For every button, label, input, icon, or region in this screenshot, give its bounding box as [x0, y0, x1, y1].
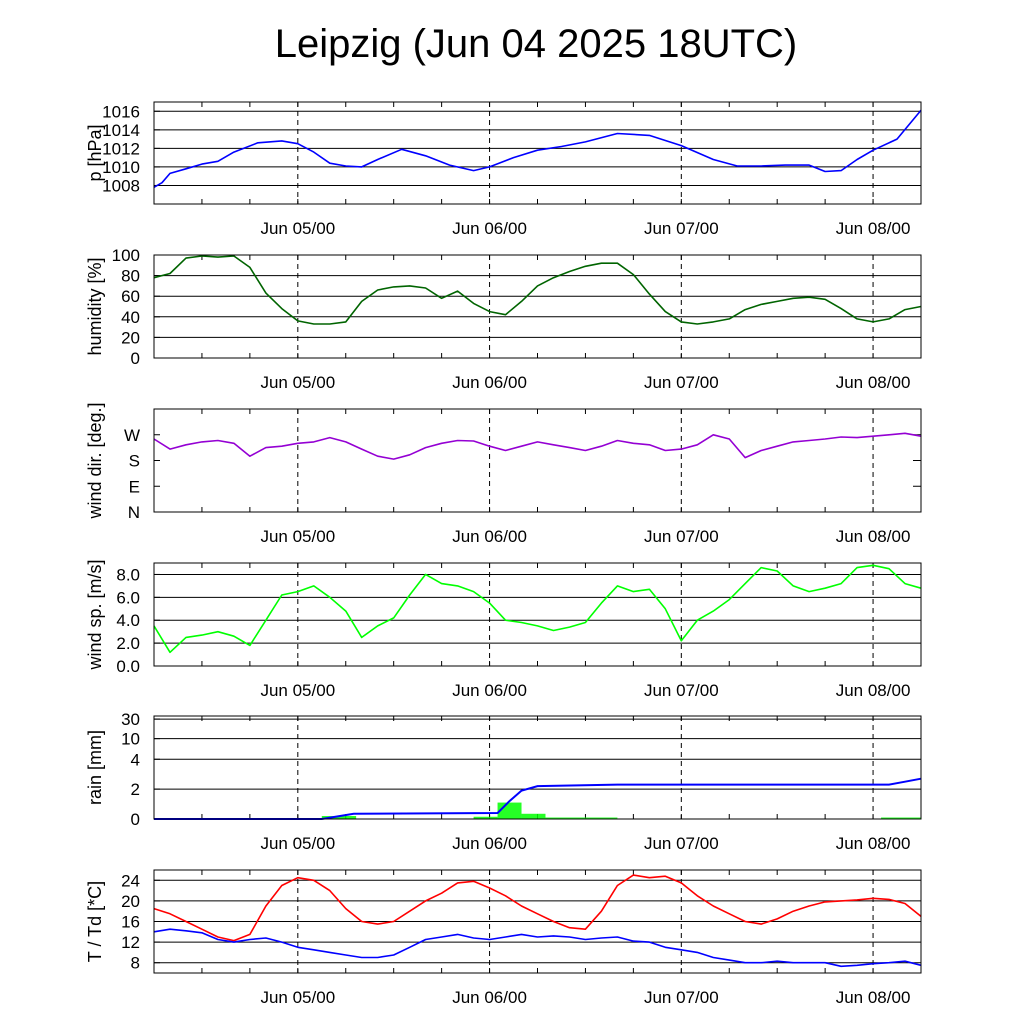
y-tick-label: 2.0	[116, 634, 140, 653]
plot-frame	[153, 254, 922, 359]
y-tick-label: E	[129, 477, 140, 496]
x-tick-label: Jun 08/00	[836, 834, 911, 853]
y-tick-label: 24	[121, 871, 140, 890]
series-line-1	[153, 432, 922, 460]
panel-1	[153, 101, 922, 205]
y-tick-label: 1016	[102, 102, 140, 121]
x-tick-label: Jun 05/00	[260, 373, 335, 392]
plot-frame	[153, 408, 922, 513]
y-tick-label: 4.0	[116, 611, 140, 630]
panel-6	[153, 869, 922, 974]
x-tick-label: Jun 06/00	[452, 681, 527, 700]
rain-bar	[321, 816, 357, 819]
rain-bar	[473, 816, 498, 819]
y-tick-label: 1014	[102, 121, 140, 140]
x-tick-label: Jun 06/00	[452, 219, 527, 238]
y-tick-label: 40	[121, 308, 140, 327]
x-tick-label: Jun 07/00	[644, 988, 719, 1007]
x-tick-label: Jun 07/00	[644, 373, 719, 392]
y-tick-label: N	[128, 503, 140, 522]
x-tick-label: Jun 07/00	[644, 834, 719, 853]
y-tick-label: 20	[121, 892, 140, 911]
x-tick-label: Jun 07/00	[644, 527, 719, 546]
y-axis-label: T / Td [*C]	[85, 881, 105, 962]
y-tick-label: 16	[121, 913, 140, 932]
y-tick-label: 0	[131, 810, 140, 829]
panel-3	[153, 408, 922, 513]
x-tick-label: Jun 05/00	[260, 681, 335, 700]
y-tick-label: 10	[121, 730, 140, 749]
series-line-1	[153, 564, 922, 654]
y-tick-label: 60	[121, 287, 140, 306]
rain-bar	[545, 817, 618, 819]
series-line-2	[153, 928, 922, 968]
x-tick-label: Jun 06/00	[452, 373, 527, 392]
plot-frame	[153, 101, 922, 205]
series-line-1	[153, 874, 922, 942]
y-tick-label: 100	[112, 246, 140, 265]
x-tick-label: Jun 07/00	[644, 219, 719, 238]
panel-4	[153, 562, 922, 667]
y-axis-label: wind dir. [deg.]	[85, 402, 105, 519]
y-axis-label: p [hPa]	[85, 124, 105, 181]
x-tick-label: Jun 07/00	[644, 681, 719, 700]
x-tick-label: Jun 06/00	[452, 527, 527, 546]
rain-cumulative-line	[154, 777, 922, 820]
y-axis-label: humidity [%]	[85, 257, 105, 355]
series-line-1	[153, 255, 922, 325]
y-tick-label: 1010	[102, 158, 140, 177]
y-tick-label: 20	[121, 328, 140, 347]
series-line-1	[153, 109, 922, 188]
y-tick-label: 8	[131, 954, 140, 973]
y-tick-label: 1012	[102, 139, 140, 158]
x-tick-label: Jun 08/00	[836, 373, 911, 392]
y-tick-label: 12	[121, 933, 140, 952]
x-tick-label: Jun 08/00	[836, 527, 911, 546]
plot-frame	[153, 715, 922, 820]
plot-frame	[153, 869, 922, 974]
rain-bar	[521, 813, 546, 819]
x-tick-label: Jun 05/00	[260, 988, 335, 1007]
panel-5	[153, 715, 922, 820]
panel-2	[153, 254, 922, 359]
y-tick-label: 4	[131, 750, 140, 769]
x-tick-label: Jun 05/00	[260, 219, 335, 238]
y-axis-label: rain [mm]	[85, 730, 105, 805]
x-tick-label: Jun 08/00	[836, 988, 911, 1007]
y-tick-label: 0.0	[116, 657, 140, 676]
y-tick-label: 6.0	[116, 588, 140, 607]
y-axis-label: wind sp. [m/s]	[85, 559, 105, 670]
chart-title: Leipzig (Jun 04 2025 18UTC)	[274, 22, 798, 66]
x-tick-label: Jun 08/00	[836, 681, 911, 700]
y-tick-label: 8.0	[116, 565, 140, 584]
x-tick-label: Jun 05/00	[260, 527, 335, 546]
y-tick-label: 0	[131, 349, 140, 368]
x-tick-label: Jun 06/00	[452, 988, 527, 1007]
rain-bar	[881, 817, 921, 819]
y-tick-label: 1008	[102, 176, 140, 195]
x-tick-label: Jun 06/00	[452, 834, 527, 853]
x-tick-label: Jun 08/00	[836, 219, 911, 238]
plot-frame	[153, 562, 922, 667]
y-tick-label: 80	[121, 267, 140, 286]
y-tick-label: 2	[131, 780, 140, 799]
y-tick-label: 30	[121, 710, 140, 729]
y-tick-label: S	[129, 452, 140, 471]
x-tick-label: Jun 05/00	[260, 834, 335, 853]
y-tick-label: W	[124, 426, 140, 445]
